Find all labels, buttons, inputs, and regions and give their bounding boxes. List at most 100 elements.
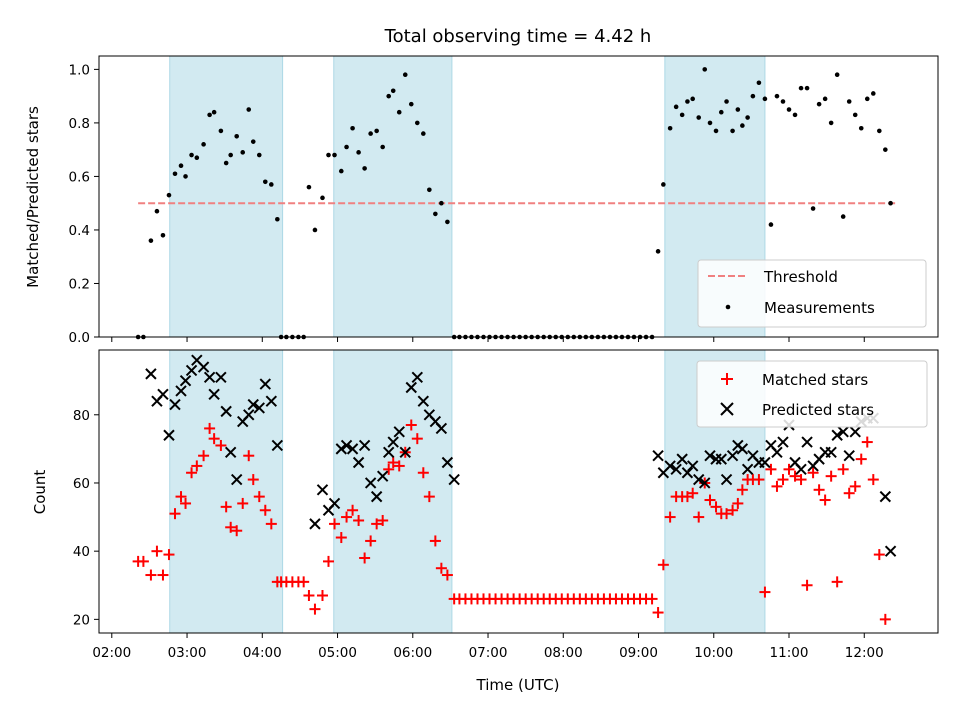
measurement-point [166,192,172,198]
predicted-star-point [704,449,716,462]
predicted-star-mark-b [191,354,203,366]
predicted-star-mark-b [340,439,353,452]
matched-star-point [736,484,748,496]
predicted-star-mark-b [441,456,454,469]
predicted-star-point [215,371,227,383]
predicted-star-mark-b [224,446,237,458]
measurement-point [396,109,402,115]
predicted-star-mark-b [220,405,232,418]
legend-threshold-label: Threshold [763,268,838,286]
predicted-star-point [208,388,220,401]
measurement-point [822,96,828,102]
top-series-0 [135,67,893,340]
predicted-star-mark-b [417,395,430,407]
matched-star-point [137,555,149,567]
predicted-star-mark-b [435,422,448,435]
matched-star-point [316,589,328,601]
predicted-star-point [387,436,399,448]
measurement-point [804,85,810,91]
x-tick-label: 03:00 [168,645,207,661]
measurement-point [306,184,312,190]
predicted-star-mark-b [715,453,727,465]
bot-y-tick-label: 80 [73,408,90,424]
predicted-star-point [699,477,711,489]
predicted-star-point [801,436,813,448]
matched-star-point [335,532,347,544]
matched-star-point [664,511,676,523]
measurement-point [344,144,349,150]
predicted-star-mark-b [376,470,389,482]
bot-y-tick-label: 40 [73,544,90,560]
predicted-star-point [676,453,688,465]
matched-star-point [813,484,825,496]
predicted-star-mark-b [316,484,329,496]
matched-star-point [243,450,255,462]
measurement-point [356,150,361,155]
measurement-point [234,133,240,139]
x-tick-label: 04:00 [243,645,282,661]
bottom-legend: Matched stars Predicted stars [696,360,928,428]
matched-star-point [353,514,365,526]
measurement-point [246,107,252,112]
measurement-point [846,99,852,104]
matched-star-point [265,518,277,530]
measurement-point [421,131,426,136]
measurement-point [816,101,822,107]
matched-star-point [225,521,237,533]
matched-star-point [215,439,227,451]
measurement-point [690,96,695,102]
predicted-star-mark-b [335,443,348,455]
predicted-star-mark-b [884,545,897,557]
predicted-star-point [693,473,705,486]
matched-star-point [204,422,216,434]
matched-star-point [377,514,389,526]
predicted-star-mark-b [393,426,405,438]
predicted-star-point [664,460,676,472]
matched-star-point [151,545,163,557]
predicted-star-point [831,429,843,441]
measurement-point [713,128,719,134]
matched-star-point [387,457,399,469]
measurement-point [362,166,367,171]
top-y-tick-label: 0.8 [69,116,90,132]
x-tick-label: 10:00 [694,645,733,661]
measurement-point [386,93,391,99]
matched-star-point [693,511,705,523]
measurement-point [433,211,438,217]
predicted-star-point [777,436,789,448]
measurement-point [828,120,834,126]
predicted-star-mark-b [879,490,892,503]
x-tick-label: 06:00 [393,645,432,661]
matched-star-point [687,487,699,499]
matched-star-point [789,470,801,482]
predicted-star-mark-b [253,402,265,414]
predicted-star-point [335,443,348,455]
measurement-point [269,182,274,187]
predicted-star-point [759,456,771,469]
measurement-point [207,112,212,118]
predicted-star-point [316,484,329,496]
predicted-star-point [243,409,255,421]
predicted-star-mark-b [747,449,759,462]
predicted-star-point [230,473,243,486]
predicted-star-mark-b [429,415,442,428]
predicted-star-mark-b [399,446,411,458]
bottom-panel: 20 40 60 80 02:00 03:00 04:00 05:00 06:00 07:00 0… [31,349,939,694]
predicted-star-mark-b [825,446,837,458]
matched-star-point [807,467,819,479]
predicted-star-point [417,395,430,407]
measurement-point [218,128,224,134]
matched-star-point [347,504,359,516]
predicted-star-mark-b [405,381,417,394]
predicted-star-mark-b [145,368,157,380]
matched-star-point [359,552,371,564]
measurement-point [256,152,262,158]
predicted-star-mark-b [208,388,220,401]
predicted-star-point [220,405,232,418]
measurement-point [756,80,762,86]
legend-predicted-label: Predicted stars [762,401,874,419]
predicted-star-point [825,446,837,458]
matched-star-point [163,549,175,561]
matched-star-point [783,463,795,475]
measurement-point [414,120,420,126]
